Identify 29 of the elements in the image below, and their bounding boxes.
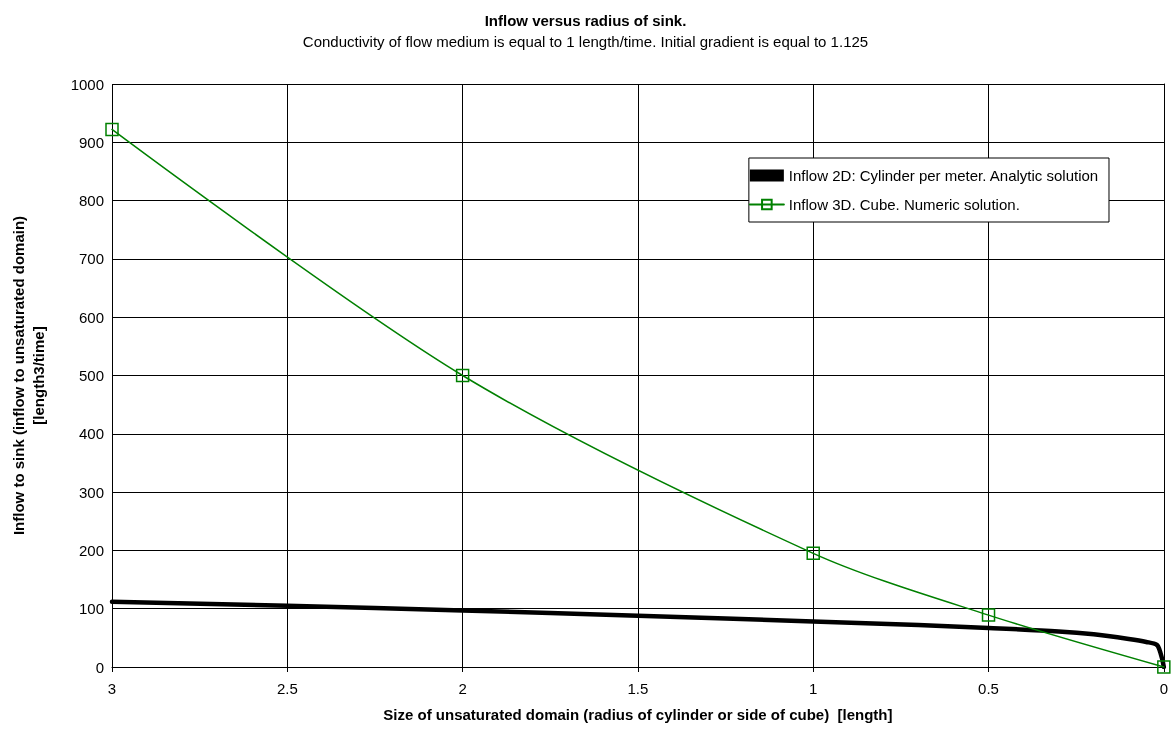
y-tick-label: 200 [78,541,104,559]
y-tick-label: 600 [78,308,104,326]
y-tick-label: 100 [78,600,104,618]
y-tick-label: 1000 [70,75,104,93]
y-tick-label: 800 [78,192,104,210]
y-tick-label: 0 [95,658,104,676]
x-tick-label: 0 [1159,680,1168,697]
y-axis-title: Inflow to sink (inflow to unsaturated domain) [length3/time] [9,215,47,536]
point [981,608,996,622]
point [105,122,119,137]
y-tick-label: 500 [78,367,104,384]
chart-subtitle: Conductivity of flow medium is equal to 1 length/time. Initial gradient is equal to 1.125 [302,33,869,50]
y-tick-label: 900 [78,133,104,151]
legend-label: Inflow 3D. Cube. Numeric solution. [788,196,1020,213]
x-tick-label: 2.5 [276,680,298,697]
x-tick-label: 2 [458,680,467,697]
legend-label: Inflow 2D: Cylinder per meter. Analytic solution [788,167,1099,184]
chart-title: Inflow versus radius of sink. [484,12,687,29]
point [1157,660,1171,674]
x-tick-label: 0.5 [978,680,999,697]
point [806,546,820,561]
y-tick-label: 300 [78,483,104,501]
x-tick-label: 3 [107,680,117,697]
point [455,368,470,383]
x-tick-label: 1 [809,680,818,697]
x-tick-label: 1.5 [627,680,649,697]
y-tick-label: 400 [78,425,104,443]
y-tick-label: 700 [78,250,104,268]
x-axis-title: Size of unsaturated domain (radius of cylinder or side of cube) [length] [383,706,893,723]
